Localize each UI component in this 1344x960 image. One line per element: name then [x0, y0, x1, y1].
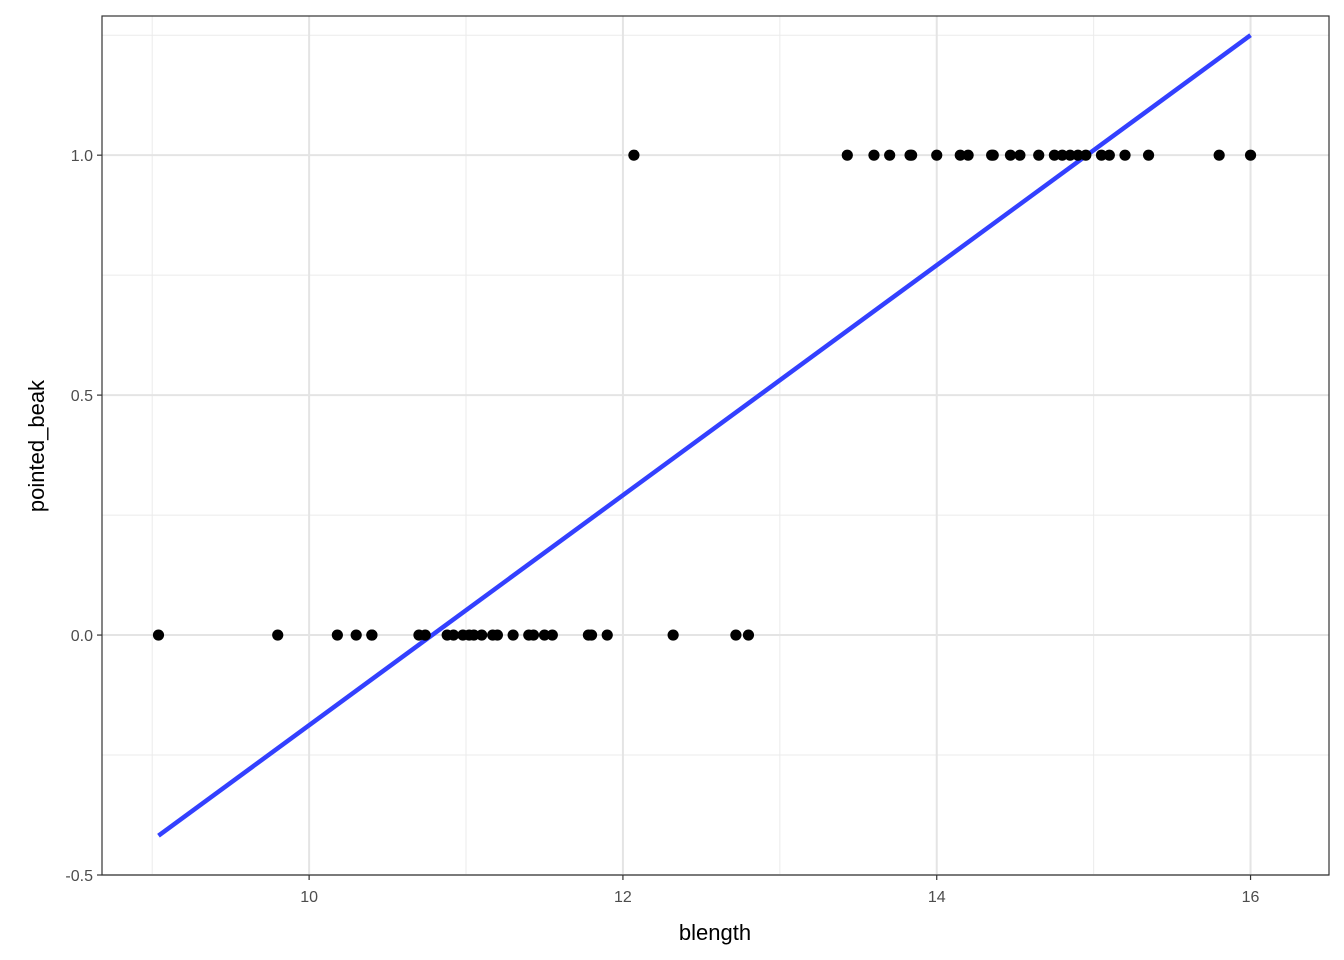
data-point — [628, 149, 640, 161]
data-point — [491, 629, 504, 641]
data-point — [527, 629, 540, 641]
x-tick-label: 16 — [1242, 889, 1260, 906]
point-layer — [152, 149, 1257, 641]
data-point — [1213, 149, 1225, 161]
data-point — [884, 149, 896, 161]
y-tick-label: -0.5 — [65, 868, 93, 885]
data-point — [667, 629, 679, 641]
grid-lines — [102, 16, 1329, 876]
data-point — [419, 629, 431, 641]
data-point — [931, 149, 943, 161]
fit-line-layer — [157, 33, 1252, 838]
panel-background — [102, 16, 1329, 875]
data-point — [1244, 149, 1257, 161]
data-point — [742, 629, 755, 641]
y-tick-label: 1.0 — [71, 148, 93, 165]
data-point — [1080, 149, 1092, 161]
data-point — [1056, 149, 1068, 161]
data-point — [601, 629, 613, 641]
data-point — [954, 149, 966, 161]
x-tick-label: 12 — [614, 889, 632, 906]
data-point — [468, 629, 480, 641]
data-point — [906, 149, 918, 161]
data-point — [546, 629, 558, 641]
data-point — [1103, 149, 1115, 161]
x-tick-label: 10 — [300, 889, 318, 906]
data-point — [1004, 149, 1017, 161]
data-point — [538, 629, 551, 641]
y-tick-label: 0.5 — [71, 388, 93, 405]
data-point — [1014, 149, 1026, 161]
data-point — [987, 149, 999, 161]
data-point — [152, 629, 165, 641]
y-axis-title: pointed_beak — [24, 379, 49, 512]
x-axis-title: blength — [679, 920, 751, 945]
y-tick-label: 0.0 — [71, 628, 93, 645]
data-point — [841, 149, 853, 161]
data-point — [868, 149, 880, 161]
data-point — [507, 629, 519, 641]
data-point — [1095, 149, 1108, 161]
data-point — [1072, 149, 1084, 161]
regression-line — [157, 33, 1252, 838]
data-point — [272, 629, 284, 641]
data-point — [331, 629, 343, 641]
data-point — [1064, 149, 1076, 161]
x-tick-label: 14 — [928, 889, 946, 906]
plot-panel — [101, 15, 1330, 876]
axis-layer: 10 12 14 16 -0.5 0.0 0.5 1.0 — [65, 148, 1259, 906]
data-point — [1048, 149, 1061, 161]
data-point — [366, 629, 378, 641]
data-point — [447, 629, 460, 641]
data-point — [730, 629, 742, 641]
panel-border — [101, 15, 1330, 876]
data-point — [1033, 149, 1045, 161]
data-point — [1142, 149, 1155, 161]
data-point — [1119, 149, 1131, 161]
data-point — [962, 149, 974, 161]
data-point — [350, 629, 362, 641]
data-point — [585, 629, 598, 641]
data-point — [476, 629, 488, 641]
